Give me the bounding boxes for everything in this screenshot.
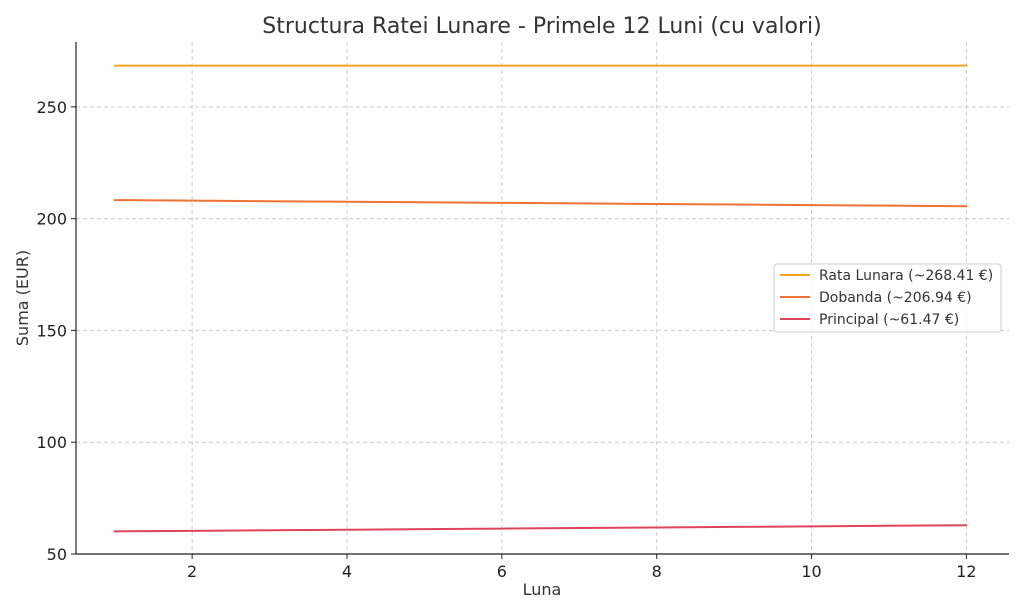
legend-box [773, 263, 1002, 333]
legend: Rata Lunara (~268.41 €) Dobanda (~206.94 … [773, 263, 1002, 333]
x-tick-label: 8 [652, 562, 662, 581]
x-axis-label: Luna [523, 580, 562, 599]
y-tick-label: 100 [36, 433, 67, 452]
x-tick-label: 2 [187, 562, 197, 581]
y-tick-label: 200 [36, 210, 67, 229]
legend-entry: Rata Lunara (~268.41 €) [819, 268, 993, 284]
series-lines [113, 64, 968, 533]
x-tick-label: 10 [801, 562, 821, 581]
x-tick-label: 4 [342, 562, 352, 581]
legend-entry: Principal (~61.47 €) [819, 312, 959, 328]
chart-title: Structura Ratei Lunare - Primele 12 Luni… [262, 14, 822, 39]
y-tick-label: 250 [36, 98, 67, 117]
y-tick-label: 150 [36, 321, 67, 340]
y-axis-label: Suma (EUR) [13, 250, 32, 346]
legend-entry: Dobanda (~206.94 €) [819, 290, 972, 306]
series-line [113, 524, 968, 533]
tick-labels: 2 4 6 8 10 12 50 100 150 200 250 [36, 98, 976, 581]
y-tick-label: 50 [47, 545, 67, 564]
x-tick-label: 6 [497, 562, 507, 581]
axes [75, 42, 1009, 555]
series-line [113, 199, 968, 208]
x-tick-label: 12 [956, 562, 976, 581]
